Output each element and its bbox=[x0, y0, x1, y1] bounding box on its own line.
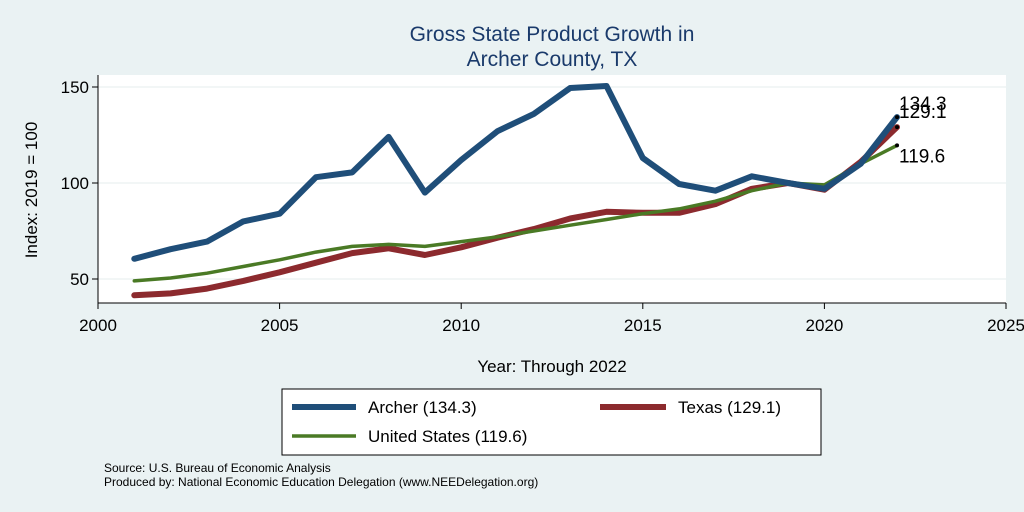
legend: Archer (134.3) Texas (129.1) United States… bbox=[292, 398, 781, 446]
end-label-archer: 134.3 bbox=[899, 94, 947, 115]
legend-label-united-states: United States (119.6) bbox=[368, 427, 527, 446]
y-axis-label: Index: 2019 = 100 bbox=[22, 122, 41, 259]
produced-by-note: Produced by: National Economic Education… bbox=[104, 475, 539, 489]
x-tick-label: 2025 bbox=[987, 316, 1024, 335]
x-tick-label: 2010 bbox=[442, 316, 480, 335]
x-axis-ticks: 2000 2005 2010 2015 2020 2025 bbox=[79, 303, 1024, 335]
source-note: Source: U.S. Bureau of Economic Analysis bbox=[104, 461, 331, 475]
x-tick-label: 2005 bbox=[261, 316, 299, 335]
legend-label-texas: Texas (129.1) bbox=[678, 398, 781, 417]
chart-title-line-2: Archer County, TX bbox=[467, 48, 638, 71]
x-tick-label: 2020 bbox=[805, 316, 843, 335]
x-axis-label: Year: Through 2022 bbox=[477, 357, 626, 376]
series-lines bbox=[131, 83, 900, 299]
end-label-united-states: 119.6 bbox=[899, 146, 945, 167]
end-label-texas: 129.1 bbox=[899, 102, 947, 123]
y-axis-ticks: 50 100 150 bbox=[61, 78, 98, 289]
series-line-archer bbox=[131, 83, 900, 262]
series-line-united-states bbox=[132, 143, 899, 283]
end-marker-united-states bbox=[895, 143, 900, 148]
x-tick-label: 2015 bbox=[624, 316, 662, 335]
y-tick-label: 100 bbox=[61, 174, 89, 193]
chart-title-line-1: Gross State Product Growth in bbox=[410, 23, 695, 46]
y-tick-label: 150 bbox=[61, 78, 89, 97]
legend-box bbox=[281, 388, 822, 456]
legend-label-archer: Archer (134.3) bbox=[368, 398, 477, 417]
end-marker-texas bbox=[895, 125, 900, 130]
end-marker-archer bbox=[895, 115, 900, 120]
y-tick-label: 50 bbox=[70, 270, 89, 289]
x-tick-label: 2000 bbox=[79, 316, 117, 335]
